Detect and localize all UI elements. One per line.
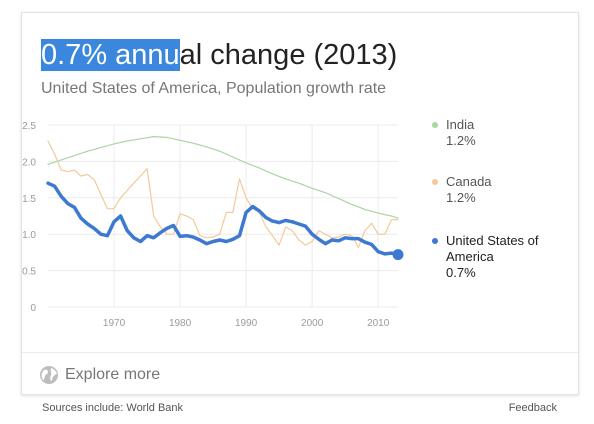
x-tick-label: 2000 (301, 318, 324, 329)
explore-more-link[interactable]: Explore more (39, 365, 160, 385)
headline: 0.7% annual change (2013) (41, 36, 397, 74)
legend-item-canada[interactable]: Canada 1.2% (446, 174, 492, 206)
globe-icon (40, 366, 58, 384)
legend-india-value: 1.2% (446, 133, 476, 148)
feedback-link[interactable]: Feedback (508, 402, 557, 414)
series-line-usa (46, 181, 400, 257)
y-tick-label: 0 (30, 303, 36, 314)
x-tick-label: 1990 (235, 318, 258, 329)
legend-dot-india (432, 122, 438, 128)
card-divider (22, 352, 578, 353)
series-line-india (47, 136, 399, 219)
y-tick-label: 2.0 (22, 157, 36, 168)
legend-dot-canada (432, 179, 438, 185)
legend-india-name: India (446, 117, 475, 132)
sources-text: Sources include: World Bank (42, 402, 184, 414)
usa-endpoint-marker (392, 249, 404, 261)
legend-canada-name: Canada (446, 174, 492, 189)
chart-subtitle: United States of America, Population gro… (41, 80, 387, 97)
y-tick-label: 0.5 (22, 267, 36, 278)
legend-usa-name: United States of America (446, 233, 539, 264)
x-tick-label: 2010 (367, 318, 390, 329)
explore-more-label: Explore more (65, 366, 161, 383)
legend-usa-value: 0.7% (446, 265, 476, 280)
population-growth-chart: 0 0.5 1.0 1.5 2.0 2.5 1970 1980 1990 2000 2010 (22, 121, 438, 329)
y-tick-label: 1.5 (22, 194, 36, 205)
x-tick-label: 1970 (103, 318, 126, 329)
headline-text: al change (2013) (179, 39, 398, 71)
legend-item-india[interactable]: India 1.2% (446, 117, 476, 149)
knowledge-card: 0.7% annual change (2013) United States … (21, 12, 579, 395)
legend-dot-usa (432, 238, 438, 244)
x-tick-label: 1980 (169, 318, 192, 329)
series-line-canada (47, 140, 399, 248)
legend-canada-value: 1.2% (446, 190, 476, 205)
y-tick-label: 2.5 (22, 121, 36, 132)
legend-item-usa[interactable]: United States of America 0.7% (446, 233, 556, 281)
y-tick-label: 1.0 (22, 230, 36, 241)
headline-highlighted-text: 0.7% annu (41, 39, 180, 71)
